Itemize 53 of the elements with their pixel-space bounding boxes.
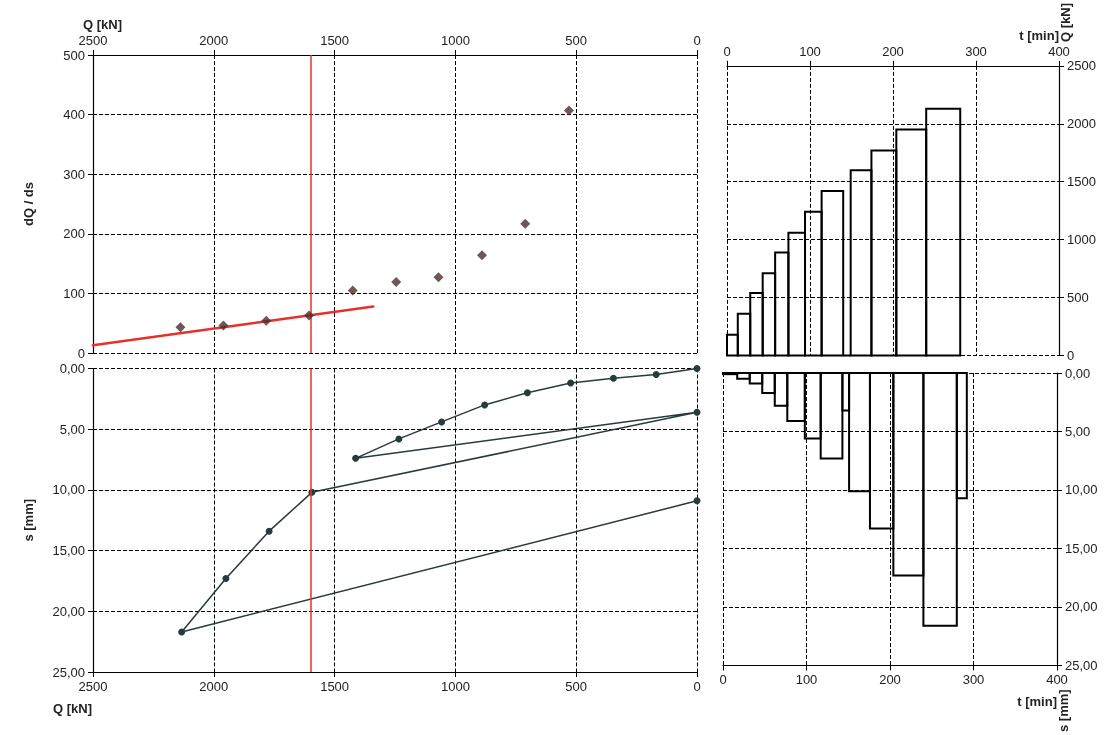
y-axis-title: s [mm] — [1056, 689, 1071, 732]
y-tick-label: 0 — [77, 345, 85, 361]
y-tick-label: 500 — [1067, 290, 1089, 306]
x-tick-label: 0 — [693, 679, 701, 694]
x-axis-title: Q [kN] — [53, 701, 92, 716]
x-tick-label: 2000 — [199, 679, 229, 694]
y-tick-label: 1500 — [1067, 174, 1096, 190]
x-axis-title: Q [kN] — [83, 17, 122, 32]
x-tick-label: 200 — [879, 672, 901, 688]
x-tick-label: 100 — [799, 43, 821, 59]
y-tick-label: 15,00 — [1065, 540, 1098, 556]
x-tick-label: 300 — [962, 672, 985, 688]
y-tick-label: 5,00 — [1065, 424, 1091, 439]
x-tick-label: 2500 — [78, 679, 108, 694]
y-tick-label: 25,00 — [1065, 657, 1098, 673]
x-tick-label: 0 — [719, 672, 727, 688]
y-tick-label: 400 — [63, 107, 85, 123]
x-tick-label: 2000 — [199, 33, 229, 48]
y-tick-label: 2000 — [1067, 116, 1096, 132]
x-tick-label: 100 — [795, 672, 818, 688]
x-tick-label: 400 — [1048, 43, 1070, 59]
y-axis-title: Q [kN] — [1058, 3, 1073, 42]
x-tick-label: 2500 — [78, 33, 108, 48]
y-tick-label: 200 — [63, 226, 85, 242]
x-tick-label: 400 — [1046, 672, 1068, 688]
y-tick-label: 5,00 — [59, 421, 85, 437]
y-axis-title: dQ / ds — [21, 181, 36, 227]
y-tick-label: 20,00 — [52, 603, 85, 619]
x-tick-label: 0 — [693, 33, 701, 48]
y-tick-label: 1000 — [1067, 232, 1096, 248]
y-tick-label: 10,00 — [52, 482, 85, 498]
x-tick-label: 0 — [723, 43, 731, 59]
x-tick-label: 200 — [882, 43, 904, 59]
y-tick-label: 10,00 — [1065, 482, 1098, 498]
y-tick-label: 25,00 — [52, 664, 85, 680]
x-tick-label: 500 — [565, 679, 588, 694]
x-tick-label: 1000 — [440, 33, 470, 48]
y-tick-label: 15,00 — [52, 543, 85, 559]
y-tick-label: 0,00 — [59, 361, 85, 376]
y-tick-label: 300 — [63, 166, 85, 182]
y-tick-label: 2500 — [1067, 58, 1096, 74]
x-axis-title: t [min] — [1017, 694, 1057, 710]
x-tick-label: 1500 — [320, 33, 350, 48]
x-axis-title: t [min] — [1019, 27, 1059, 43]
y-tick-label: 0 — [1067, 348, 1075, 363]
x-tick-label: 1000 — [440, 679, 470, 694]
y-tick-label: 20,00 — [1065, 599, 1098, 615]
y-tick-label: 100 — [63, 285, 85, 301]
x-tick-label: 500 — [565, 33, 588, 48]
x-tick-label: 300 — [965, 43, 987, 59]
x-tick-label: 1500 — [320, 679, 350, 694]
y-axis-title: s [mm] — [21, 498, 36, 542]
y-tick-label: 0,00 — [1065, 365, 1091, 381]
